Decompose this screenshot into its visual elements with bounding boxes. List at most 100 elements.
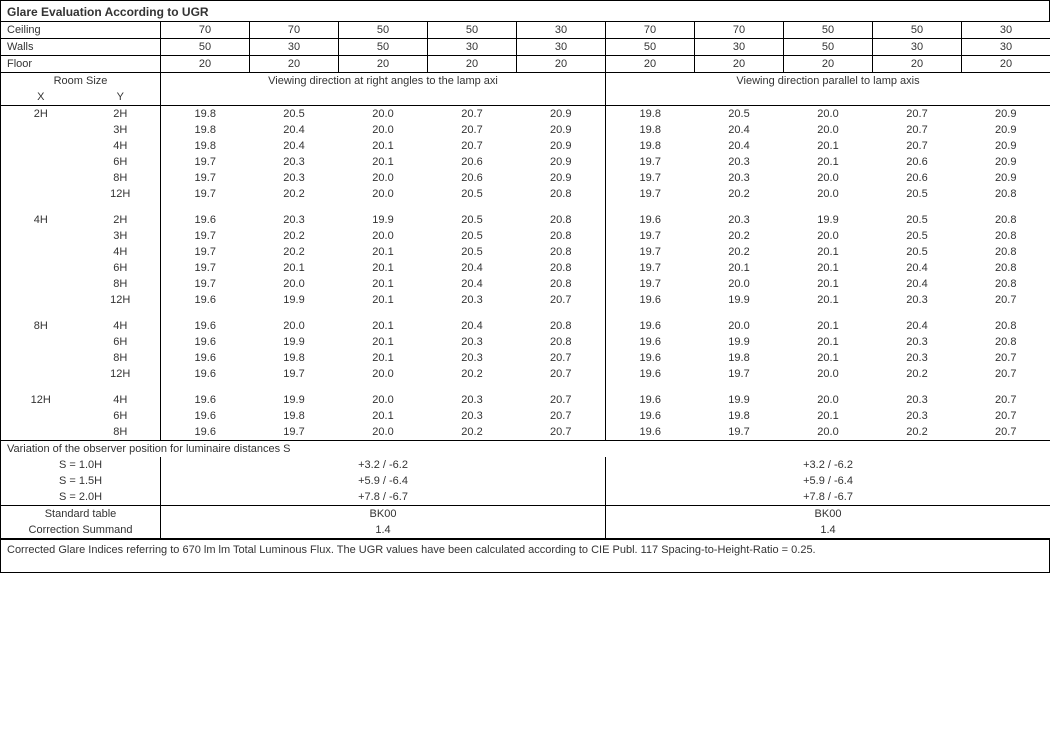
data-row: 12H19.720.220.020.520.819.720.220.020.52…: [1, 186, 1050, 202]
ugr-value: 20.0: [784, 170, 873, 186]
data-row: 8H19.720.320.020.620.919.720.320.020.620…: [1, 170, 1050, 186]
room-y-value: 4H: [81, 318, 161, 334]
ugr-value: 20.1: [339, 276, 428, 292]
ugr-value: 20.7: [517, 408, 606, 424]
ugr-value: 20.2: [428, 366, 517, 382]
room-y-value: 8H: [81, 424, 161, 441]
ugr-value: 19.6: [161, 350, 250, 366]
ugr-value: 20.3: [873, 292, 962, 308]
ugr-value: 20.9: [517, 138, 606, 154]
ugr-value: 20.6: [428, 170, 517, 186]
ugr-value: 20.7: [962, 392, 1050, 408]
ugr-value: 19.7: [606, 186, 695, 202]
ugr-value: 19.6: [606, 334, 695, 350]
ugr-value: 20.2: [873, 366, 962, 382]
ceiling-value: 70: [695, 22, 784, 39]
ugr-value: 20.1: [339, 244, 428, 260]
data-row: 6H19.619.920.120.320.819.619.920.120.320…: [1, 334, 1050, 350]
ceiling-value: 70: [161, 22, 250, 39]
room-y-value: 3H: [81, 228, 161, 244]
room-y-value: 8H: [81, 170, 161, 186]
ugr-value: 20.0: [339, 228, 428, 244]
floor-value: 20: [606, 56, 695, 73]
ugr-value: 19.6: [161, 366, 250, 382]
ugr-value: 19.8: [161, 122, 250, 138]
walls-value: 30: [250, 39, 339, 56]
ugr-value: 19.8: [606, 138, 695, 154]
ugr-value: 19.8: [161, 138, 250, 154]
ugr-value: 19.7: [606, 154, 695, 170]
room-x-value: [1, 276, 81, 292]
ugr-value: 20.1: [784, 318, 873, 334]
room-y-value: 6H: [81, 408, 161, 424]
ugr-value: 19.6: [606, 350, 695, 366]
ugr-value: 20.8: [517, 228, 606, 244]
ugr-value: 20.0: [695, 318, 784, 334]
room-x-value: [1, 138, 81, 154]
standard-table-right: BK00: [606, 506, 1050, 523]
ugr-value: 20.1: [339, 334, 428, 350]
room-x-value: [1, 228, 81, 244]
room-x-value: [1, 122, 81, 138]
ugr-value: 20.0: [339, 392, 428, 408]
ugr-value: 20.0: [250, 318, 339, 334]
data-row: 3H19.820.420.020.720.919.820.420.020.720…: [1, 122, 1050, 138]
ugr-value: 20.5: [873, 244, 962, 260]
ugr-value: 19.9: [250, 334, 339, 350]
room-x-value: [1, 170, 81, 186]
ugr-value: 19.7: [161, 186, 250, 202]
variation-s-label: S = 1.0H: [1, 457, 161, 473]
ugr-value: 20.5: [428, 244, 517, 260]
view-right-label: Viewing direction at right angles to the…: [161, 73, 606, 90]
ugr-value: 20.8: [962, 260, 1050, 276]
x-label: X: [1, 89, 81, 106]
ugr-value: 20.3: [250, 170, 339, 186]
ugr-value: 19.8: [606, 106, 695, 123]
ugr-value: 20.9: [517, 106, 606, 123]
ugr-value: 20.8: [517, 334, 606, 350]
room-x-value: [1, 408, 81, 424]
ugr-value: 20.1: [784, 334, 873, 350]
room-x-value: 2H: [1, 106, 81, 123]
ugr-value: 20.5: [873, 212, 962, 228]
ugr-value: 20.8: [517, 212, 606, 228]
room-y-value: 8H: [81, 276, 161, 292]
ugr-value: 19.7: [161, 260, 250, 276]
ugr-value: 20.1: [339, 350, 428, 366]
floor-value: 20: [428, 56, 517, 73]
ugr-value: 20.1: [339, 260, 428, 276]
ugr-value: 20.0: [339, 186, 428, 202]
ugr-value: 19.7: [161, 170, 250, 186]
ugr-value: 19.9: [250, 392, 339, 408]
floor-value: 20: [784, 56, 873, 73]
walls-value: 30: [517, 39, 606, 56]
room-y-value: 12H: [81, 366, 161, 382]
ugr-value: 20.1: [339, 138, 428, 154]
ugr-value: 19.6: [606, 292, 695, 308]
data-row: 3H19.720.220.020.520.819.720.220.020.520…: [1, 228, 1050, 244]
ugr-value: 20.4: [428, 276, 517, 292]
ugr-value: 19.8: [250, 408, 339, 424]
correction-right: 1.4: [606, 522, 1050, 539]
ugr-value: 20.1: [784, 350, 873, 366]
data-row: 8H19.619.720.020.220.719.619.720.020.220…: [1, 424, 1050, 441]
ugr-value: 19.7: [606, 276, 695, 292]
ugr-value: 20.0: [339, 170, 428, 186]
ugr-value: 20.8: [962, 228, 1050, 244]
room-y-value: 12H: [81, 292, 161, 308]
variation-row: S = 1.0H+3.2 / -6.2+3.2 / -6.2: [1, 457, 1050, 473]
ugr-value: 20.8: [517, 276, 606, 292]
ceiling-value: 30: [517, 22, 606, 39]
room-x-value: 8H: [1, 318, 81, 334]
room-x-value: [1, 154, 81, 170]
ugr-value: 20.8: [517, 244, 606, 260]
correction-label: Correction Summand: [1, 522, 161, 539]
room-x-value: [1, 292, 81, 308]
ugr-value: 20.5: [428, 212, 517, 228]
ugr-value: 20.3: [873, 350, 962, 366]
room-y-value: 4H: [81, 138, 161, 154]
ugr-value: 20.2: [428, 424, 517, 441]
data-row: 12H19.619.920.120.320.719.619.920.120.32…: [1, 292, 1050, 308]
room-x-value: [1, 424, 81, 441]
ugr-value: 19.6: [606, 392, 695, 408]
